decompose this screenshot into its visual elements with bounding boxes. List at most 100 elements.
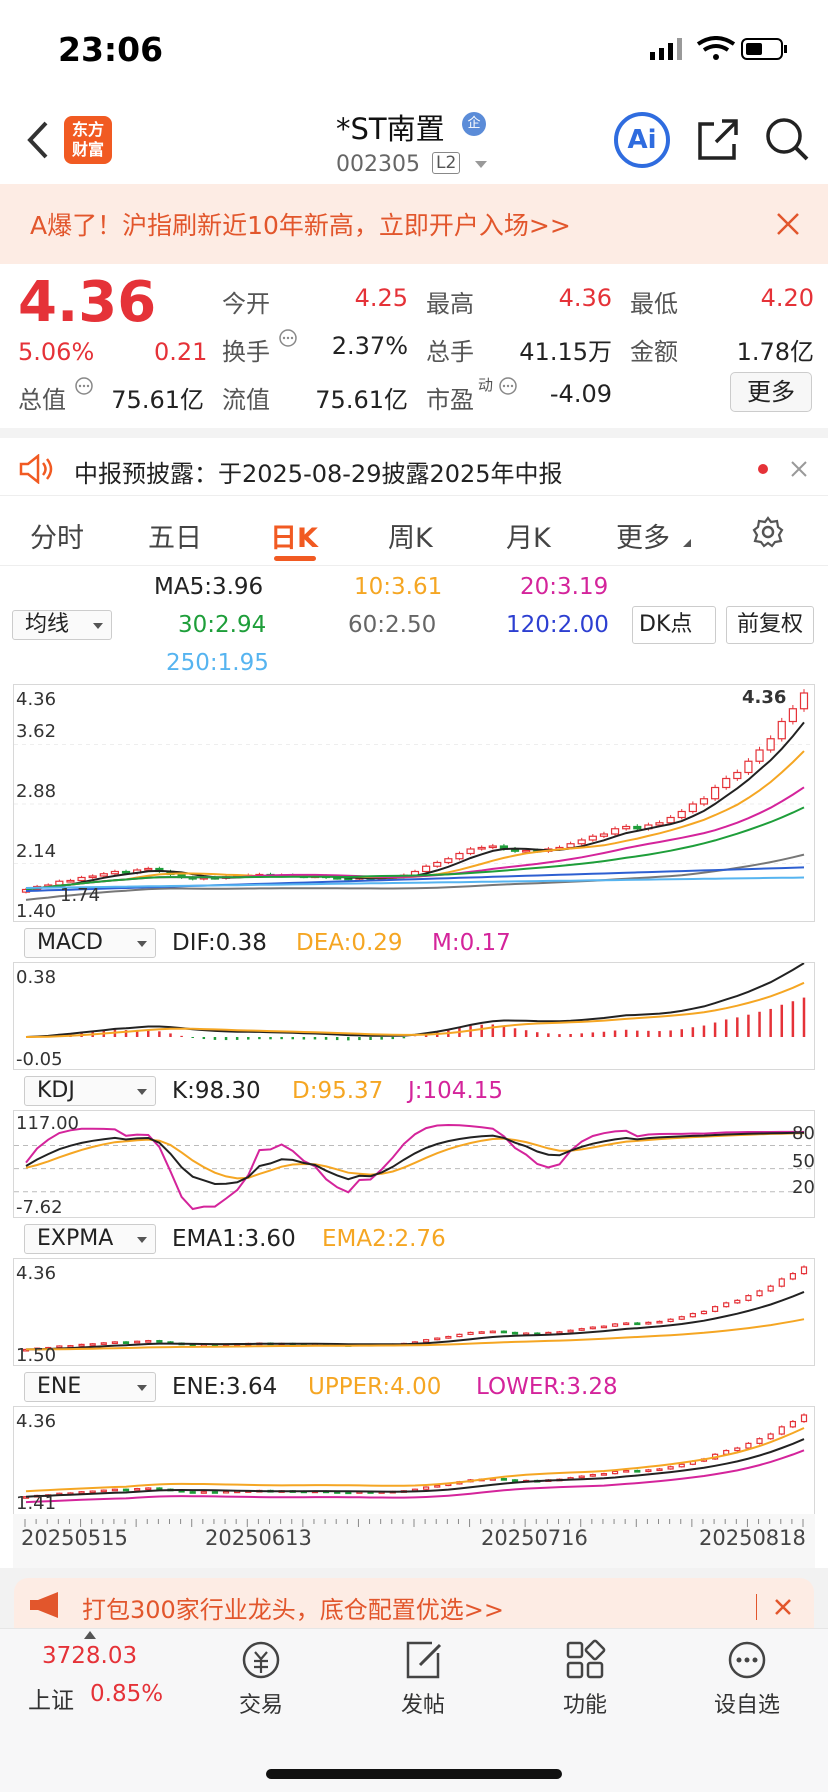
more-dots-icon[interactable] [726,1639,768,1681]
search-icon[interactable] [764,116,810,162]
index-percent[interactable]: 0.85% [90,1681,164,1707]
close-icon[interactable] [790,460,808,478]
status-bar: 23:06 [0,0,828,96]
indicator-select-macd[interactable]: MACD [24,928,156,958]
candle-body [734,1447,741,1452]
close-icon[interactable] [776,212,800,236]
index-value[interactable]: 3728.03 [42,1643,138,1669]
ene-chart[interactable]: 4.36 1.41 [13,1406,815,1514]
candle-body [578,1475,585,1479]
info-icon[interactable] [74,376,94,396]
more-button[interactable]: 更多 [730,372,812,412]
candle-body [444,858,453,864]
chart-tabs: 分时 五日 日K 周K 月K 更多 [0,498,828,566]
macd-chart[interactable]: 0.38 -0.05 [13,962,815,1070]
candle-body [434,1484,441,1488]
notice-text[interactable]: 中报预披露：于2025-08-29披露2025年中报 [74,460,563,488]
change-percent: 5.06% [18,338,95,366]
candle-body [145,1487,152,1491]
index-name[interactable]: 上证 [28,1688,74,1714]
candle-body [111,1488,119,1492]
candle-body [423,1339,430,1343]
candle-body [122,1341,130,1344]
date-label-4: 20250818 [699,1526,806,1550]
candle-body [445,1335,452,1339]
indicator-select-ene[interactable]: ENE [24,1372,156,1402]
candle-body [623,1469,630,1473]
dk-point-button[interactable]: DK点 [632,606,716,644]
kline-svg[interactable] [14,685,815,922]
expma-chart[interactable]: 4.36 1.50 [13,1258,815,1366]
gear-icon[interactable] [752,516,784,548]
adjust-button[interactable]: 前复权 [726,606,814,644]
post-icon[interactable] [402,1639,444,1681]
candle-body [578,1328,585,1331]
banner-text[interactable]: A爆了！沪指刷新近10年新高，立即开户入场>> [30,211,571,240]
float-value: 75.61亿 [315,386,408,414]
share-icon[interactable] [696,116,740,162]
candle-body [677,810,686,819]
candle-body [600,1473,608,1476]
candle-body [110,870,120,875]
kdj-svg [14,1123,814,1211]
candle-body [156,1340,163,1343]
watchlist-label[interactable]: 设自选 [713,1693,780,1718]
tab-daily-k[interactable]: 日K [270,523,318,554]
function-label[interactable]: 功能 [562,1693,607,1718]
tab-weekly-k[interactable]: 周K [388,523,433,554]
tab-intraday[interactable]: 分时 [30,523,84,554]
kdj-50: 50 [792,1151,815,1172]
ene-svg [22,1413,808,1504]
trade-icon[interactable] [240,1639,282,1681]
ad-strip[interactable]: 打包300家行业龙头，底仓配置优选>> [0,1568,828,1628]
apps-icon[interactable] [564,1639,606,1681]
candle-body [689,1312,696,1318]
volume-value: 41.15万 [519,338,612,366]
candle-body [189,1491,196,1494]
axis-l1: 3.62 [16,721,57,742]
candle-body [156,1487,163,1491]
chevron-down-icon[interactable] [474,160,488,170]
clock: 23:06 [58,30,164,69]
ad-text[interactable]: 打包300家行业龙头，底仓配置优选>> [82,1596,505,1624]
macd-top: 0.38 [16,967,57,988]
kdj-j: J:104.15 [408,1078,504,1104]
notice-bar[interactable]: 中报预披露：于2025-08-29披露2025年中报 [0,428,828,496]
kdj-chart[interactable]: 117.00 -7.62 80 50 20 [13,1110,815,1218]
level2-badge[interactable]: L2 [432,152,461,174]
candle-body [634,1469,641,1473]
kline-chart[interactable]: 4.36 3.62 2.88 2.14 1.40 1.74 4.36 [13,684,815,922]
ai-button[interactable]: Ai [614,112,670,168]
amount-value: 1.78亿 [736,338,814,366]
tab-more[interactable]: 更多 [616,523,670,554]
trade-label[interactable]: 交易 [238,1693,283,1718]
candle-body [777,720,786,740]
promo-banner[interactable]: A爆了！沪指刷新近10年新高，立即开户入场>> [0,184,828,264]
candle-body [89,1343,96,1346]
back-icon[interactable] [26,120,50,160]
indicator-select-kdj[interactable]: KDJ [24,1076,156,1106]
kdj-80: 80 [792,1123,815,1144]
date-label-1: 20250515 [21,1526,128,1550]
tab-monthly-k[interactable]: 月K [506,523,551,554]
candle-body [111,1341,119,1344]
post-label[interactable]: 发帖 [400,1693,445,1718]
change-amount: 0.21 [154,338,208,366]
dea-line [25,981,805,1038]
ene-value: ENE:3.64 [172,1374,278,1400]
indicator-select-ma[interactable]: 均线 [12,610,112,640]
close-icon[interactable] [774,1598,792,1616]
turnover-value: 2.37% [331,332,408,360]
candle-body [600,1325,608,1329]
candle-body [745,1295,752,1301]
tab-five-day[interactable]: 五日 [148,523,202,554]
speaker-icon [19,454,53,484]
info-icon[interactable] [498,376,518,396]
indicator-select-expma[interactable]: EXPMA [24,1224,156,1254]
mktcap-label: 总值 [18,386,66,414]
candle-body [556,1331,563,1334]
info-icon[interactable] [278,328,298,348]
candle-body [745,1442,752,1449]
candle-body [800,1266,808,1275]
candle-body [688,803,697,813]
